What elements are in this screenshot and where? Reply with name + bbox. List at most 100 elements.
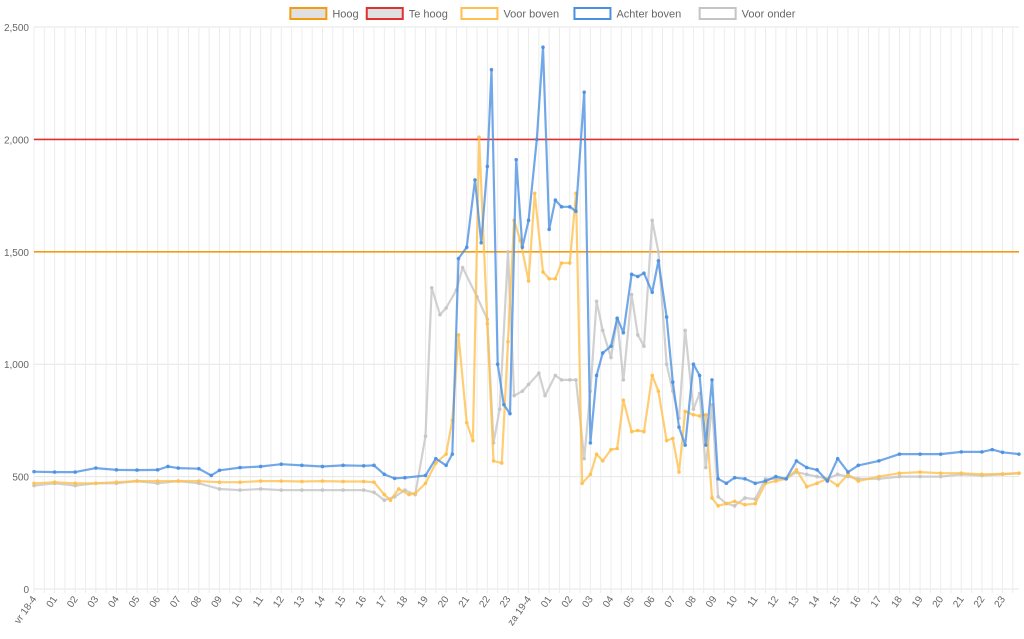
legend-item-voor-onder[interactable]: Voor onder (698, 7, 796, 21)
data-point (732, 475, 737, 480)
data-point (460, 265, 465, 270)
data-point (413, 491, 418, 496)
x-tick-label: 22 (972, 594, 988, 610)
legend-label: Voor boven (503, 9, 559, 21)
data-point (135, 479, 139, 483)
x-tick-label: 01 (539, 594, 555, 610)
data-point (32, 469, 36, 474)
data-point (629, 429, 634, 434)
legend-item-achter-boven[interactable]: Achter boven (573, 7, 681, 21)
data-point (732, 504, 737, 508)
data-point (506, 339, 510, 344)
data-point (629, 292, 634, 297)
data-point (438, 312, 442, 317)
data-point (656, 258, 661, 263)
data-point (217, 487, 222, 491)
x-tick-label: 12 (766, 594, 782, 610)
data-point (743, 502, 747, 507)
x-tick-label: 18 (890, 594, 906, 610)
x-tick-label: 12 (271, 594, 287, 610)
data-point (155, 468, 160, 472)
series-voor-onder (32, 218, 1021, 508)
data-point (650, 218, 655, 223)
series (32, 45, 1021, 508)
data-point (621, 378, 626, 382)
data-point (1017, 471, 1021, 476)
data-point (753, 481, 758, 486)
data-point (197, 466, 201, 471)
data-point (567, 261, 572, 265)
data-point (804, 472, 809, 477)
x-tick-label: 16 (848, 594, 864, 610)
legend[interactable]: Hoog Te hoog Voor boven Achter boven Voor on… (289, 7, 796, 21)
data-point (897, 474, 902, 479)
legend-label: Achter boven (616, 9, 681, 21)
x-tick-label: 11 (251, 594, 266, 609)
data-point (594, 452, 599, 456)
data-point (479, 241, 483, 245)
data-point (794, 459, 799, 463)
data-point (703, 412, 708, 417)
data-point (656, 389, 661, 393)
data-point (609, 355, 613, 360)
y-tick-label: 2,500 (4, 23, 29, 34)
data-point (1000, 450, 1005, 455)
data-point (258, 479, 263, 483)
data-point (403, 475, 407, 480)
data-point (520, 245, 525, 250)
data-point (464, 420, 469, 425)
data-point (716, 477, 720, 481)
legend-swatch (289, 7, 328, 20)
data-point (710, 496, 714, 500)
data-point (615, 446, 619, 451)
data-point (691, 362, 696, 367)
data-point (361, 464, 366, 468)
data-point (258, 464, 263, 469)
x-tick-label: 03 (580, 594, 596, 610)
data-point (815, 481, 819, 486)
x-tick-label: 14 (807, 594, 823, 610)
data-point (1000, 472, 1005, 476)
data-point (450, 452, 455, 456)
data-point (774, 479, 778, 483)
x-tick-label: 05 (127, 594, 143, 610)
data-point (743, 496, 747, 500)
x-tick-label: 10 (230, 594, 246, 610)
data-point (489, 67, 494, 72)
x-tick-label: 13 (787, 594, 803, 610)
data-point (279, 488, 284, 492)
legend-item-hoog[interactable]: Hoog (289, 7, 359, 21)
data-point (217, 480, 222, 485)
legend-item-te-hoog[interactable]: Te hoog (365, 7, 448, 21)
x-tick-label: 09 (210, 594, 226, 610)
data-point (580, 481, 584, 486)
x-tick-label: 04 (106, 594, 122, 610)
data-point (600, 351, 605, 355)
data-point (434, 461, 438, 465)
data-point (683, 409, 687, 414)
x-tick-label: 01 (45, 594, 61, 610)
legend-item-voor-boven[interactable]: Voor boven (460, 7, 559, 21)
data-point (629, 272, 634, 277)
data-point (499, 461, 504, 465)
data-point (396, 487, 401, 491)
legend-label: Te hoog (409, 9, 448, 21)
legend-swatch (365, 7, 404, 20)
data-point (815, 468, 819, 472)
data-point (635, 428, 640, 433)
data-point (877, 459, 881, 463)
data-point (341, 463, 345, 468)
data-point (615, 316, 619, 320)
data-point (361, 488, 366, 492)
data-point (835, 472, 840, 477)
data-point (677, 470, 681, 474)
data-point (372, 490, 376, 495)
data-point (166, 464, 170, 469)
x-axis-ticks: vr 18-4 01 02 03 04 05 06 07 08 09 10 11 12 13 14 15 16 1… (13, 594, 1009, 628)
x-tick-label: 03 (86, 594, 102, 610)
data-point (382, 472, 387, 477)
data-point (732, 499, 737, 504)
data-point (407, 492, 411, 497)
data-point (794, 468, 799, 472)
data-point (526, 218, 531, 223)
